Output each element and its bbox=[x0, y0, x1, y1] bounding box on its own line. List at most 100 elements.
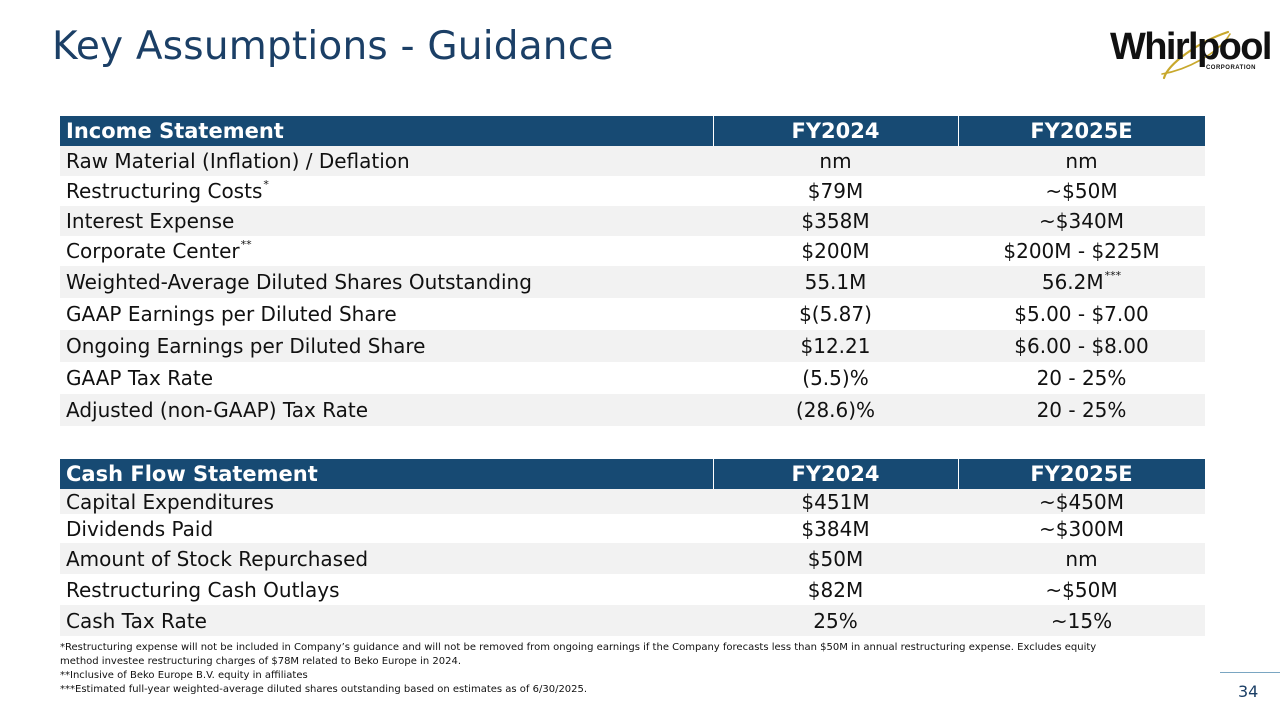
row-value-fy2025e-text: $6.00 - $8.00 bbox=[1014, 334, 1149, 358]
row-label: GAAP Earnings per Diluted Share bbox=[60, 298, 713, 330]
row-value-fy2025e: nm bbox=[958, 543, 1205, 574]
row-label: Capital Expenditures bbox=[60, 489, 713, 514]
table-header-row: Income Statement FY2024 FY2025E bbox=[60, 116, 1206, 146]
column-header-section: Cash Flow Statement bbox=[60, 459, 714, 489]
footnote-marker: * bbox=[263, 178, 269, 191]
logo-swoosh-icon bbox=[1161, 30, 1231, 80]
row-value-fy2025e-text: ~$340M bbox=[1039, 209, 1124, 233]
table-row: GAAP Tax Rate (5.5)% 20 - 25% bbox=[60, 362, 1205, 394]
row-value-fy2024-text: $82M bbox=[807, 577, 864, 602]
page-number-divider bbox=[1220, 672, 1280, 673]
row-label-text: Restructuring Costs bbox=[66, 179, 263, 203]
row-label: Corporate Center** bbox=[60, 236, 713, 266]
row-value-fy2025e-text: $5.00 - $7.00 bbox=[1014, 302, 1149, 326]
row-value-fy2025e: ~15% bbox=[958, 605, 1205, 636]
page-number: 34 bbox=[1238, 682, 1259, 701]
row-label: Amount of Stock Repurchased bbox=[60, 543, 713, 574]
row-value-fy2024: $451M bbox=[713, 489, 958, 514]
row-label: Ongoing Earnings per Diluted Share bbox=[60, 330, 713, 362]
table-row: Raw Material (Inflation) / Deflation nm nm bbox=[60, 146, 1205, 176]
row-label-text: Adjusted (non-GAAP) Tax Rate bbox=[66, 398, 369, 422]
row-label-text: Cash Tax Rate bbox=[66, 608, 207, 633]
row-label: Cash Tax Rate bbox=[60, 605, 713, 636]
row-value-fy2024: $82M bbox=[713, 574, 958, 605]
income-statement-table: Income Statement FY2024 FY2025E Raw Mate… bbox=[60, 116, 1206, 426]
row-value-fy2025e-text: ~$50M bbox=[1045, 577, 1118, 602]
row-value-fy2025e-text: 20 - 25% bbox=[1036, 398, 1127, 422]
row-value-fy2024-text: $(5.87) bbox=[799, 302, 872, 326]
row-value-fy2025e: ~$50M bbox=[958, 574, 1205, 605]
row-value-fy2025e-text: ~$300M bbox=[1039, 516, 1124, 541]
row-value-fy2025e: ~$450M bbox=[958, 489, 1205, 514]
row-value-fy2024-text: $358M bbox=[801, 209, 870, 233]
row-value-fy2025e: nm bbox=[958, 146, 1205, 176]
row-value-fy2025e-text: 20 - 25% bbox=[1036, 366, 1127, 390]
row-value-fy2024-text: (5.5)% bbox=[802, 366, 869, 390]
row-value-fy2024-text: nm bbox=[819, 149, 852, 173]
table-row: Amount of Stock Repurchased $50M nm bbox=[60, 543, 1205, 574]
footnote-shares: ***Estimated full-year weighted-average … bbox=[60, 684, 588, 695]
row-value-fy2024: $79M bbox=[713, 176, 958, 206]
row-label: Interest Expense bbox=[60, 206, 713, 236]
row-value-fy2025e: 20 - 25% bbox=[958, 362, 1205, 394]
cash-flow-statement-table: Cash Flow Statement FY2024 FY2025E Capit… bbox=[60, 459, 1206, 636]
table-header-row: Cash Flow Statement FY2024 FY2025E bbox=[60, 459, 1206, 489]
row-value-fy2024: $200M bbox=[713, 236, 958, 266]
row-label-text: Ongoing Earnings per Diluted Share bbox=[66, 334, 426, 358]
table-row: Dividends Paid $384M ~$300M bbox=[60, 514, 1205, 543]
footnote-corporate-center: **Inclusive of Beko Europe B.V. equity i… bbox=[60, 670, 308, 681]
row-label: GAAP Tax Rate bbox=[60, 362, 713, 394]
row-label-text: Capital Expenditures bbox=[66, 489, 274, 514]
row-value-fy2025e: 20 - 25% bbox=[958, 394, 1205, 426]
table-row: Adjusted (non-GAAP) Tax Rate (28.6)% 20 - … bbox=[60, 394, 1205, 426]
row-value-fy2024-text: $79M bbox=[807, 179, 864, 203]
footnote-marker: ** bbox=[240, 238, 252, 251]
footnote-marker: *** bbox=[1104, 269, 1122, 282]
row-label-text: Raw Material (Inflation) / Deflation bbox=[66, 149, 410, 173]
row-value-fy2024: (5.5)% bbox=[713, 362, 958, 394]
table-row: Weighted-Average Diluted Shares Outstand… bbox=[60, 266, 1205, 298]
row-value-fy2024-text: (28.6)% bbox=[795, 398, 876, 422]
row-value-fy2024: $384M bbox=[713, 514, 958, 543]
row-value-fy2024: 25% bbox=[713, 605, 958, 636]
row-value-fy2025e: ~$50M bbox=[958, 176, 1205, 206]
footnote-restructuring: *Restructuring expense will not be inclu… bbox=[60, 642, 1097, 667]
whirlpool-logo: Whirlpool CORPORATION bbox=[1106, 24, 1272, 80]
row-value-fy2024-text: 55.1M bbox=[804, 270, 867, 294]
row-value-fy2024-text: $50M bbox=[807, 546, 864, 571]
column-header-fy2025e: FY2025E bbox=[957, 459, 1206, 489]
row-label-text: Interest Expense bbox=[66, 209, 235, 233]
row-value-fy2024: nm bbox=[713, 146, 958, 176]
row-value-fy2025e-text: ~15% bbox=[1050, 608, 1113, 633]
table-row: Restructuring Costs* $79M ~$50M bbox=[60, 176, 1205, 206]
row-value-fy2024-text: $451M bbox=[801, 489, 870, 514]
row-value-fy2025e: ~$340M bbox=[958, 206, 1205, 236]
row-value-fy2025e-text: 56.2M bbox=[1041, 270, 1104, 294]
row-value-fy2025e: $6.00 - $8.00 bbox=[958, 330, 1205, 362]
row-label-text: Weighted-Average Diluted Shares Outstand… bbox=[66, 270, 532, 294]
row-label: Dividends Paid bbox=[60, 514, 713, 543]
row-value-fy2024-text: $12.21 bbox=[800, 334, 871, 358]
table-row: Ongoing Earnings per Diluted Share $12.21… bbox=[60, 330, 1205, 362]
row-label: Adjusted (non-GAAP) Tax Rate bbox=[60, 394, 713, 426]
row-value-fy2024: $(5.87) bbox=[713, 298, 958, 330]
column-header-fy2024: FY2024 bbox=[712, 459, 959, 489]
logo-wordmark: Whirlpool bbox=[1110, 26, 1272, 68]
table-row: Capital Expenditures $451M ~$450M bbox=[60, 489, 1205, 514]
row-label-text: Restructuring Cash Outlays bbox=[66, 577, 340, 602]
row-value-fy2025e: $5.00 - $7.00 bbox=[958, 298, 1205, 330]
row-value-fy2024: $358M bbox=[713, 206, 958, 236]
row-value-fy2025e-text: $200M - $225M bbox=[1003, 239, 1160, 263]
row-value-fy2025e-text: nm bbox=[1065, 546, 1098, 571]
table-row: GAAP Earnings per Diluted Share $(5.87) $5… bbox=[60, 298, 1205, 330]
row-value-fy2024: $50M bbox=[713, 543, 958, 574]
row-label: Raw Material (Inflation) / Deflation bbox=[60, 146, 713, 176]
column-header-fy2024: FY2024 bbox=[712, 116, 959, 146]
page-title: Key Assumptions - Guidance bbox=[52, 24, 614, 69]
footnotes: *Restructuring expense will not be inclu… bbox=[60, 641, 1130, 697]
row-label-text: GAAP Earnings per Diluted Share bbox=[66, 302, 397, 326]
row-label: Restructuring Costs* bbox=[60, 176, 713, 206]
row-value-fy2024: (28.6)% bbox=[713, 394, 958, 426]
row-value-fy2025e: $200M - $225M bbox=[958, 236, 1205, 266]
row-label: Restructuring Cash Outlays bbox=[60, 574, 713, 605]
